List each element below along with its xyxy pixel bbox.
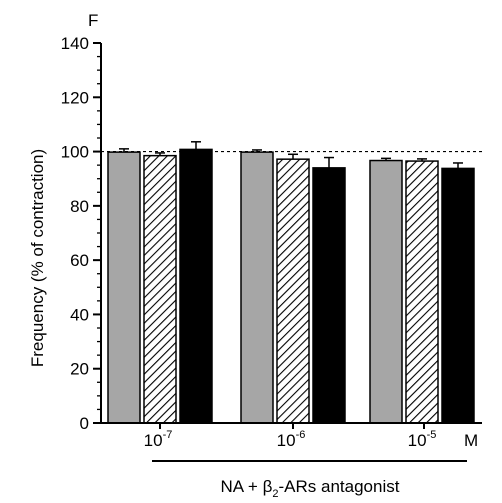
y-tick-label: 140	[61, 34, 89, 53]
y-axis-label: Frequency (% of contraction)	[28, 149, 47, 367]
bar	[441, 167, 475, 424]
x-tick-label: 10-7	[144, 429, 173, 450]
x-tick-base: 10	[408, 431, 427, 450]
x-axis-label: NA + β2-ARs antagonist	[221, 477, 400, 500]
bar	[276, 158, 310, 424]
x-axis-unit: M	[464, 431, 478, 450]
x-axis: 10-7 10-6 10-5	[101, 422, 482, 450]
bar	[143, 154, 177, 424]
x-tick-label: 10-6	[277, 429, 306, 450]
bar	[107, 151, 141, 424]
y-tick-label: 0	[80, 414, 89, 433]
x-tick-exponent: -7	[163, 429, 173, 441]
bar	[312, 167, 346, 424]
x-tick-label: 10-5	[408, 429, 437, 450]
y-tick-label: 100	[61, 143, 89, 162]
y-tick-label: 20	[70, 360, 89, 379]
bars	[107, 148, 475, 424]
bar	[240, 151, 274, 424]
bar	[405, 160, 439, 424]
x-axis-label-suffix: -ARs antagonist	[279, 477, 400, 496]
x-axis-label-prefix: NA + β	[221, 477, 273, 496]
panel-label: F	[88, 11, 98, 30]
x-tick-base: 10	[277, 431, 296, 450]
error-bars	[119, 141, 463, 169]
y-axis: 0 20 40 60 80 100 120 140	[61, 34, 102, 433]
y-tick-label: 80	[70, 197, 89, 216]
x-tick-exponent: -5	[427, 429, 437, 441]
y-tick-label: 60	[70, 251, 89, 270]
bar	[179, 148, 213, 424]
y-tick-label: 120	[61, 88, 89, 107]
x-tick-base: 10	[144, 431, 163, 450]
bar	[369, 159, 403, 424]
x-axis-label-subscript: 2	[272, 488, 278, 500]
y-tick-label: 40	[70, 305, 89, 324]
x-tick-exponent: -6	[296, 429, 306, 441]
